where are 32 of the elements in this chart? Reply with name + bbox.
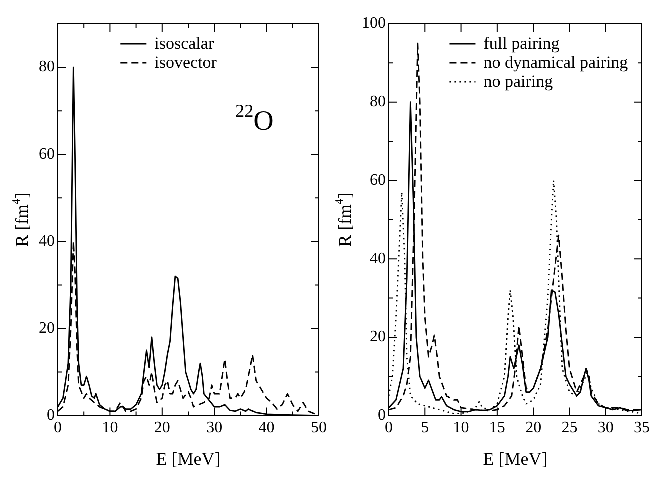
y-tick-label: 100 — [362, 15, 386, 32]
x-axis-title: E [MeV] — [483, 449, 548, 469]
y-tick-label: 0 — [378, 407, 386, 424]
x-tick-label: 25 — [562, 420, 578, 437]
x-axis-title: E [MeV] — [156, 449, 221, 469]
legend-label: isoscalar — [154, 34, 214, 53]
x-tick-label: 10 — [453, 420, 470, 437]
x-tick-label: 20 — [154, 420, 170, 437]
y-tick-label: 20 — [39, 320, 55, 337]
y-tick-label: 60 — [39, 146, 55, 163]
legend-label: full pairing — [484, 34, 560, 53]
y-tick-label: 80 — [39, 58, 55, 76]
y-axis-title: R [fm4] — [332, 192, 355, 248]
x-tick-label: 40 — [258, 420, 275, 437]
legend-label: no pairing — [484, 72, 554, 91]
x-tick-label: 30 — [598, 420, 614, 437]
legend-label: isovector — [154, 53, 218, 72]
y-tick-label: 80 — [370, 94, 386, 111]
x-tick-label: 15 — [489, 420, 506, 437]
x-tick-label: 35 — [634, 420, 650, 437]
legend-label: no dynamical pairing — [484, 53, 629, 72]
y-tick-label: 60 — [370, 172, 386, 189]
y-tick-label: 20 — [370, 328, 386, 346]
y-tick-label: 40 — [370, 250, 386, 268]
x-tick-label: 30 — [206, 420, 223, 437]
x-tick-label: 20 — [526, 420, 542, 437]
y-tick-label: 0 — [47, 407, 55, 424]
y-tick-label: 40 — [39, 232, 55, 250]
y-axis-title: R [fm4] — [10, 192, 32, 248]
x-tick-label: 10 — [102, 420, 118, 437]
x-tick-label: 5 — [421, 420, 430, 437]
x-tick-label: 50 — [311, 420, 327, 437]
